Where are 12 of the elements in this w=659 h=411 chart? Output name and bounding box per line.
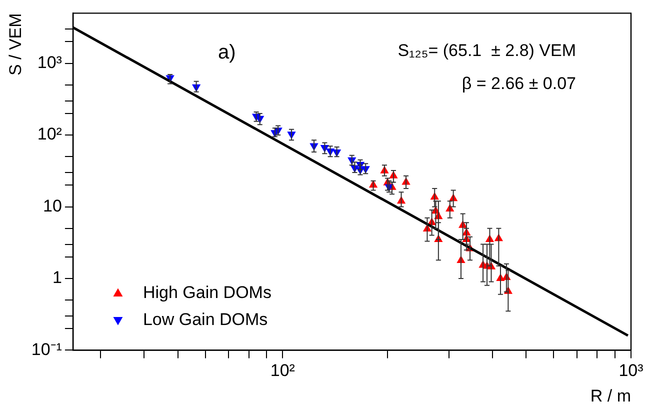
annotation: a) <box>218 42 236 64</box>
y-tick-label: 10⁻¹ <box>31 340 62 359</box>
x-axis-title: R / m <box>590 386 631 406</box>
annotation: S₁₂₅= (65.1 ± 2.8) VEM <box>398 40 576 60</box>
y-tick-label: 10² <box>37 124 62 144</box>
y-axis-title: S / VEM <box>6 13 25 76</box>
y-tick-label: 10³ <box>37 53 62 72</box>
y-tick-label: 1 <box>52 268 62 288</box>
annotation: β = 2.66 ± 0.07 <box>462 74 576 93</box>
y-tick-label: 10 <box>43 196 62 216</box>
legend-label: Low Gain DOMs <box>142 310 268 329</box>
legend-label: High Gain DOMs <box>142 282 272 302</box>
